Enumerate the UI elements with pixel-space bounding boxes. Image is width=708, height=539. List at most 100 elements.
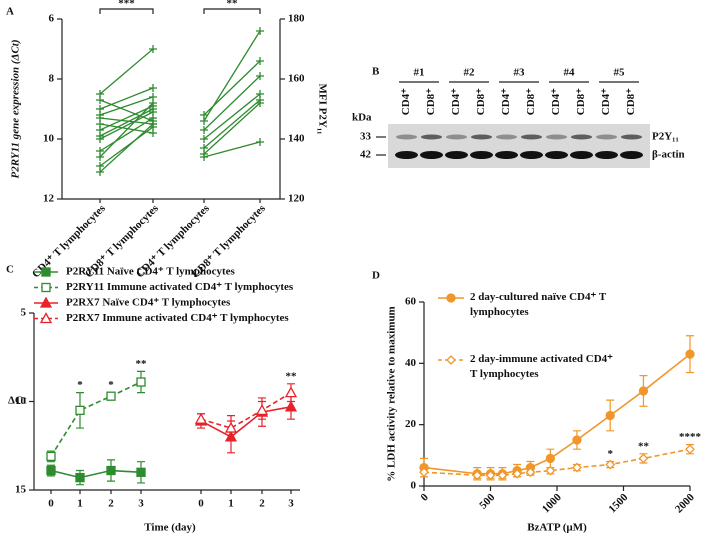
- x-tick-label: 0: [198, 498, 204, 510]
- marker: [256, 72, 264, 80]
- band: [396, 134, 417, 140]
- panel-label: A: [6, 6, 14, 18]
- marker: [545, 465, 556, 476]
- y2-axis-label: MFI P2Y₁₁: [316, 84, 328, 135]
- marker: [545, 453, 555, 464]
- marker: [75, 472, 85, 483]
- marker: [200, 117, 208, 125]
- y-tick-label: 5: [21, 307, 27, 319]
- marker: [149, 84, 157, 92]
- marker: [446, 355, 456, 365]
- y-axis-label: P2RY11 gene expression (ΔCt): [10, 40, 22, 179]
- band: [395, 151, 418, 159]
- significance: **: [136, 358, 148, 370]
- marker: [446, 293, 456, 303]
- legend-label: 2 day-immune activated CD4⁺ T lymphocyte…: [470, 353, 613, 380]
- marker: [485, 470, 496, 481]
- band: [470, 151, 493, 159]
- marker: [106, 391, 116, 401]
- significance: ****: [679, 431, 702, 443]
- group-label: #1: [414, 67, 425, 79]
- pair-line: [203, 99, 261, 149]
- x-tick-label: 2: [259, 498, 265, 510]
- marker: [41, 267, 51, 277]
- legend-label: P2RX7 Immune activated CD4⁺ T lymphocyte…: [66, 312, 289, 324]
- unit-label: kDa: [352, 112, 372, 124]
- band: [520, 151, 543, 159]
- marker: [605, 410, 615, 421]
- series-line: [200, 391, 292, 429]
- marker: [284, 400, 298, 412]
- marker: [149, 99, 157, 107]
- y2-tick-label: 120: [288, 193, 305, 205]
- x-tick-label: 0: [419, 491, 432, 504]
- band: [621, 134, 642, 140]
- marker: [638, 453, 649, 464]
- pair-line: [99, 102, 154, 158]
- group-label: #3: [514, 67, 526, 79]
- band: [471, 134, 492, 140]
- lane-label: CD4⁺: [550, 88, 562, 115]
- marker: [194, 412, 208, 424]
- y-tick-label: 6: [49, 13, 55, 25]
- significance-bracket: [203, 8, 261, 14]
- marker: [136, 467, 146, 477]
- x-tick-label: 1500: [606, 491, 630, 515]
- marker: [638, 386, 649, 396]
- pair-line: [99, 87, 154, 110]
- marker: [497, 470, 508, 481]
- x-tick-label: 3: [138, 498, 144, 510]
- lane-label: CD8⁺: [575, 88, 587, 115]
- pair-line: [99, 48, 154, 95]
- x-tick-label: 500: [477, 491, 498, 512]
- significance: **: [227, 0, 239, 10]
- pair-line: [99, 99, 154, 122]
- series-line: [50, 381, 142, 457]
- legend-entry: 2 day-cultured naïve CD4⁺ T lymphocytes: [470, 291, 606, 318]
- marker: [39, 296, 53, 308]
- x-tick-label: 0: [48, 498, 54, 510]
- x-tick-label: 1: [77, 498, 83, 510]
- pair-line: [99, 111, 154, 140]
- band: [546, 134, 567, 140]
- y-axis-label: ΔCt: [8, 395, 27, 407]
- marker: [96, 168, 104, 176]
- marker: [96, 135, 104, 143]
- marker: [75, 405, 85, 416]
- marker: [39, 312, 53, 324]
- y-tick-label: 12: [43, 193, 55, 205]
- y2-tick-label: 140: [288, 133, 305, 145]
- marker: [284, 386, 298, 398]
- series-line: [200, 406, 292, 438]
- significance: **: [638, 440, 650, 452]
- x-tick-label: 2000: [673, 491, 697, 515]
- y-tick-label: 20: [405, 418, 417, 430]
- marker: [200, 153, 208, 161]
- y-tick-label: 8: [49, 73, 55, 85]
- y-tick-label: 60: [405, 296, 417, 308]
- y-tick-label: 15: [15, 484, 27, 496]
- group-label: #5: [614, 67, 626, 79]
- pair-line: [203, 141, 261, 158]
- legend-label: P2RX7 Naïve CD4⁺ T lymphocytes: [66, 297, 231, 309]
- marker: [525, 467, 536, 478]
- marker: [224, 421, 238, 433]
- marker: [96, 153, 104, 161]
- lane-label: CD8⁺: [625, 88, 637, 115]
- lane-label: CD8⁺: [475, 88, 487, 115]
- x-axis-label: BzATP (µM): [527, 522, 587, 534]
- marker: [256, 138, 264, 146]
- panel-label: D: [372, 270, 380, 282]
- x-tick-label: 1: [228, 498, 234, 510]
- marker: [472, 470, 483, 481]
- legend-label: P2RY11 Immune activated CD4⁺ T lymphocyt…: [66, 281, 294, 293]
- group-label: #2: [464, 67, 476, 79]
- marker: [256, 27, 264, 35]
- marker: [685, 349, 695, 359]
- marker: [419, 467, 429, 478]
- group-label: #4: [564, 67, 576, 79]
- band: [596, 134, 617, 140]
- significance-bracket: [99, 8, 154, 14]
- band: [496, 134, 517, 140]
- band: [521, 134, 542, 140]
